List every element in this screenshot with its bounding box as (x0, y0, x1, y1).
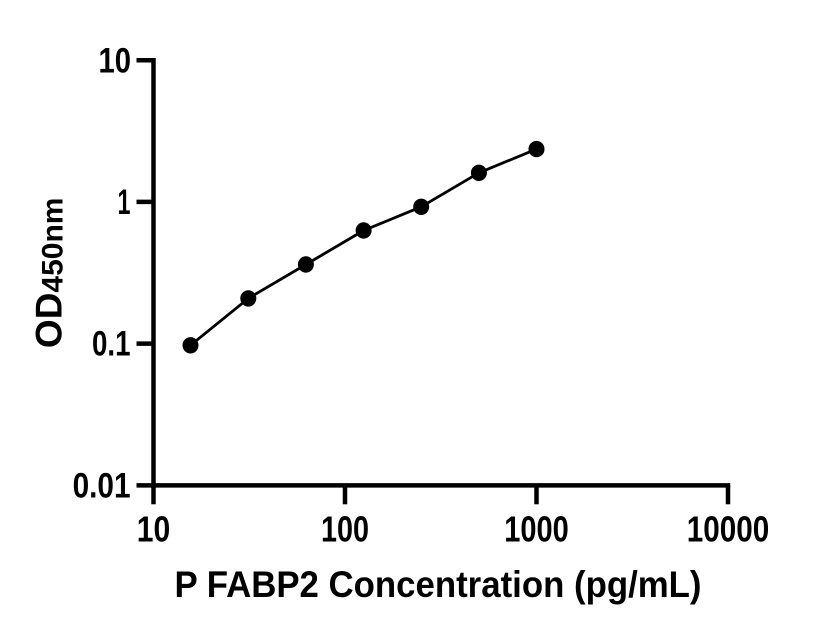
svg-text:10: 10 (99, 41, 132, 80)
svg-text:P FABP2 Concentration (pg/mL): P FABP2 Concentration (pg/mL) (175, 564, 702, 605)
svg-text:10: 10 (137, 509, 171, 550)
svg-text:1: 1 (118, 183, 131, 222)
svg-text:0.1: 0.1 (92, 325, 131, 364)
svg-text:0.01: 0.01 (73, 467, 131, 506)
svg-text:1000: 1000 (504, 509, 569, 550)
svg-text:10000: 10000 (687, 509, 770, 550)
svg-text:100: 100 (321, 509, 369, 550)
